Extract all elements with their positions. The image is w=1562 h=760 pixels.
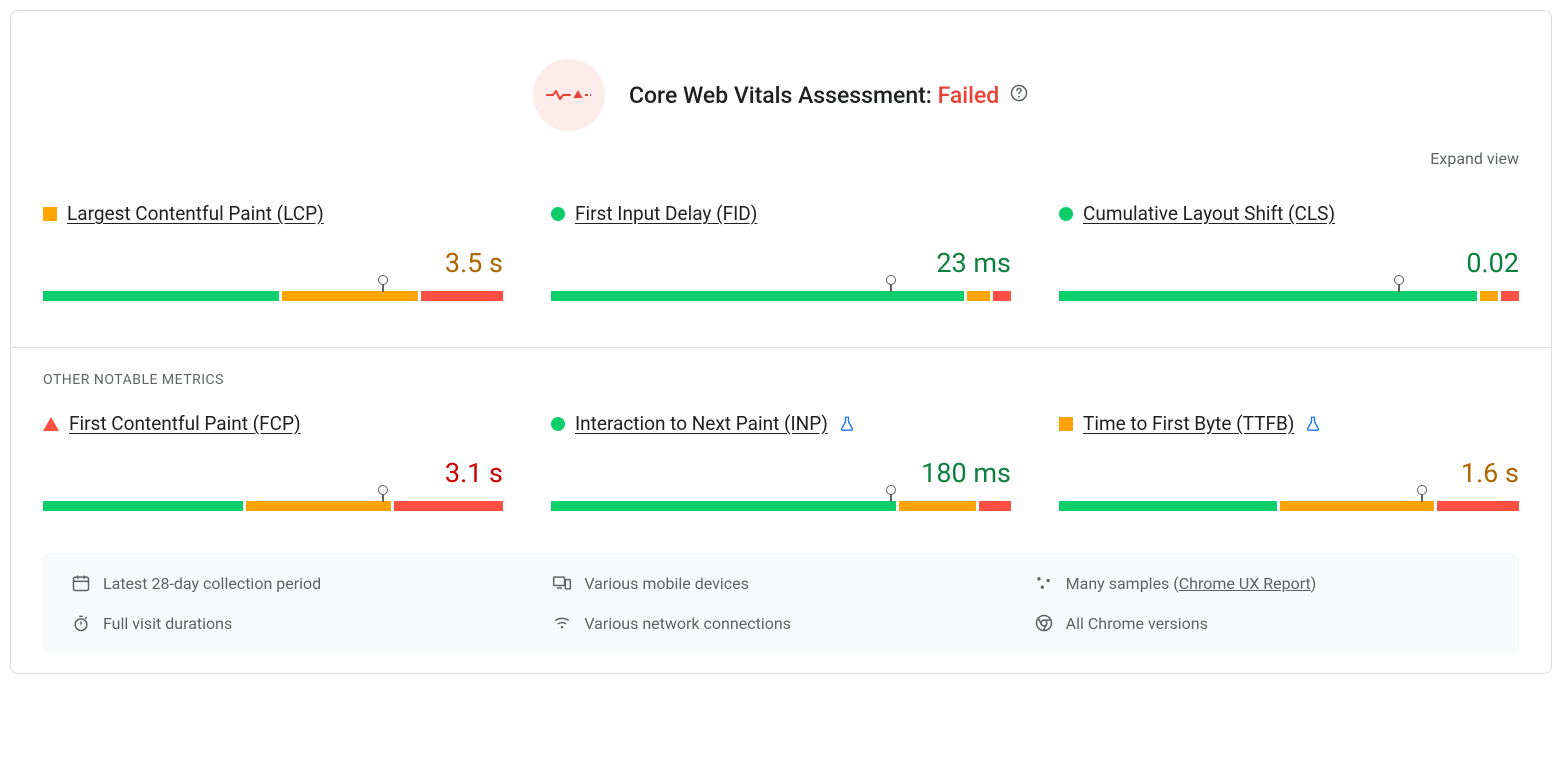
metric-distribution [551, 495, 1011, 515]
experimental-icon [838, 415, 856, 433]
metric-distribution [1059, 495, 1519, 515]
metric-value: 180 ms [551, 435, 1011, 495]
dist-avg [1280, 501, 1434, 511]
metric-status-marker [43, 207, 57, 221]
dist-good [43, 501, 243, 511]
dist-poor [394, 501, 503, 511]
footer-item-timer: Full visit durations [71, 613, 528, 633]
network-icon [552, 613, 572, 633]
footer-item-link[interactable]: Chrome UX Report [1179, 574, 1311, 593]
dist-good [551, 501, 896, 511]
assessment-title-prefix: Core Web Vitals Assessment: [629, 82, 938, 109]
assessment-title: Core Web Vitals Assessment: Failed [629, 82, 1029, 109]
footer-item-text: Various network connections [584, 614, 791, 633]
assessment-status-text: Failed [938, 82, 1000, 109]
timer-icon [71, 613, 91, 633]
dist-pointer [890, 494, 892, 502]
help-icon[interactable] [1009, 83, 1029, 103]
dist-good [551, 291, 964, 301]
metric-name[interactable]: Largest Contentful Paint (LCP) [67, 202, 324, 225]
footer-item-text: Many samples (Chrome UX Report) [1066, 574, 1317, 593]
core-metrics-row: Largest Contentful Paint (LCP) 3.5 s Fir… [11, 178, 1551, 315]
dist-poor [1501, 291, 1519, 301]
metric-name[interactable]: Interaction to Next Paint (INP) [575, 412, 828, 435]
metric-status-marker [43, 417, 59, 431]
dist-avg [282, 291, 418, 301]
other-metrics-label: OTHER NOTABLE METRICS [11, 348, 1551, 388]
metric-value: 1.6 s [1059, 435, 1519, 495]
metric-name[interactable]: First Contentful Paint (FCP) [69, 412, 301, 435]
vitals-fail-icon [546, 85, 592, 105]
dist-avg [1480, 291, 1498, 301]
footer-item-samples: Many samples (Chrome UX Report) [1034, 573, 1491, 593]
metric-card: First Contentful Paint (FCP) 3.1 s [43, 412, 503, 515]
footer-item-text: Latest 28-day collection period [103, 574, 321, 593]
footer-item-network: Various network connections [552, 613, 1009, 633]
metric-card: Cumulative Layout Shift (CLS) 0.02 [1059, 202, 1519, 305]
chrome-icon [1034, 613, 1054, 633]
dist-good [43, 291, 279, 301]
metric-name[interactable]: Time to First Byte (TTFB) [1083, 412, 1294, 435]
metric-value: 23 ms [551, 225, 1011, 285]
samples-icon [1034, 573, 1054, 593]
metric-value: 0.02 [1059, 225, 1519, 285]
dist-avg [967, 291, 990, 301]
metric-name[interactable]: Cumulative Layout Shift (CLS) [1083, 202, 1335, 225]
assessment-status-icon [533, 59, 605, 131]
metric-status-marker [551, 207, 565, 221]
metric-card: First Input Delay (FID) 23 ms [551, 202, 1011, 305]
dist-pointer [382, 494, 384, 502]
dist-pointer [382, 284, 384, 292]
footer-item-text: Full visit durations [103, 614, 232, 633]
metric-value: 3.5 s [43, 225, 503, 285]
assessment-header: Core Web Vitals Assessment: Failed [11, 11, 1551, 139]
experimental-icon [1304, 415, 1322, 433]
dist-pointer [890, 284, 892, 292]
devices-icon [552, 573, 572, 593]
footer-item-devices: Various mobile devices [552, 573, 1009, 593]
dist-poor [421, 291, 503, 301]
metric-card: Interaction to Next Paint (INP) 180 ms [551, 412, 1011, 515]
metric-card: Largest Contentful Paint (LCP) 3.5 s [43, 202, 503, 305]
dist-avg [899, 501, 976, 511]
metric-status-marker [1059, 417, 1073, 431]
metric-distribution [551, 285, 1011, 305]
expand-view-button[interactable]: Expand view [11, 139, 1551, 178]
dist-poor [979, 501, 1011, 511]
dist-pointer [1398, 284, 1400, 292]
metric-status-marker [551, 417, 565, 431]
calendar-icon [71, 573, 91, 593]
metric-name[interactable]: First Input Delay (FID) [575, 202, 757, 225]
dist-avg [246, 501, 391, 511]
other-metrics-row: First Contentful Paint (FCP) 3.1 s Inter… [11, 388, 1551, 525]
dist-poor [993, 291, 1011, 301]
metric-value: 3.1 s [43, 435, 503, 495]
core-web-vitals-card: Core Web Vitals Assessment: Failed Expan… [10, 10, 1552, 674]
footer-item-chrome: All Chrome versions [1034, 613, 1491, 633]
footer-item-text: All Chrome versions [1066, 614, 1208, 633]
metric-status-marker [1059, 207, 1073, 221]
metric-distribution [43, 285, 503, 305]
data-source-footer: Latest 28-day collection period Various m… [43, 553, 1519, 653]
footer-item-calendar: Latest 28-day collection period [71, 573, 528, 593]
dist-good [1059, 291, 1477, 301]
footer-item-text: Various mobile devices [584, 574, 749, 593]
metric-distribution [1059, 285, 1519, 305]
dist-poor [1437, 501, 1519, 511]
metric-distribution [43, 495, 503, 515]
metric-card: Time to First Byte (TTFB) 1.6 s [1059, 412, 1519, 515]
dist-good [1059, 501, 1277, 511]
dist-pointer [1421, 494, 1423, 502]
